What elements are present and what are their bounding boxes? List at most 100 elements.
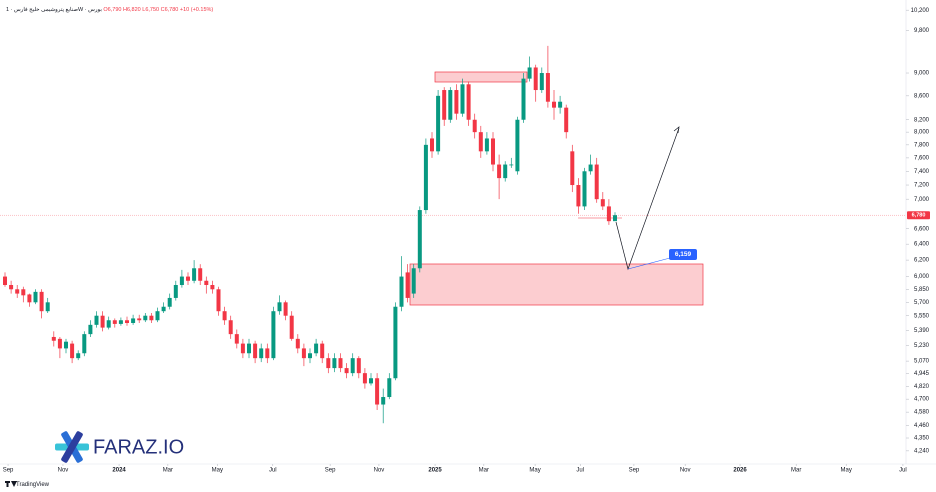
y-tick-label: 9,000 [914, 71, 930, 77]
candle-body [417, 210, 422, 269]
candle-body [186, 276, 191, 281]
x-tick-label: 2026 [733, 468, 747, 474]
x-tick-label: 2024 [112, 468, 126, 474]
candle-body [393, 306, 398, 379]
y-tick-label: 6,400 [914, 242, 930, 248]
candle-body [405, 272, 410, 298]
candle-body [259, 348, 264, 359]
supply-zone [434, 71, 528, 83]
candle-body [57, 338, 62, 349]
x-tick-label: Jul [576, 468, 584, 474]
x-tick-label: May [212, 468, 223, 474]
candle-body [234, 334, 239, 344]
candle-body [448, 90, 453, 120]
footer: TradingView [5, 481, 50, 488]
y-tick-label: 5,230 [914, 343, 930, 349]
candle-body [173, 285, 178, 298]
ohlc-open: O6,790 [103, 7, 121, 13]
candle-body [70, 343, 75, 359]
candle-body [9, 285, 14, 290]
y-tick-label: 4,700 [914, 397, 930, 403]
candle-body [375, 378, 380, 405]
target-label-box [669, 249, 697, 260]
candle-body [198, 268, 203, 281]
y-tick-label: 8,200 [914, 117, 930, 123]
ohlc-close: C6,780 [161, 7, 179, 13]
y-tick-label: 4,350 [914, 436, 930, 442]
x-tick-label: Nov [680, 468, 691, 474]
candle-body [64, 341, 69, 349]
candle-body [399, 276, 404, 307]
candle-body [326, 358, 331, 369]
candle-body [539, 73, 544, 91]
candle-body [295, 338, 300, 349]
candle-body [308, 353, 313, 359]
candle-body [497, 164, 502, 179]
candle-body [15, 289, 20, 294]
demand-zone [409, 263, 704, 306]
candle-body [442, 90, 447, 120]
candle-body [564, 107, 569, 133]
candle-body [301, 348, 306, 359]
last-price-label: 6,780 [912, 213, 926, 219]
candle-body [478, 132, 483, 152]
candle-body [344, 368, 349, 374]
x-tick-label: Nov [58, 468, 69, 474]
candle-body [283, 302, 288, 316]
last-price-tag [907, 211, 930, 220]
candle-body [503, 164, 508, 179]
candle-body [527, 67, 532, 79]
y-tick-label: 5,850 [914, 287, 930, 293]
candle-body [179, 276, 184, 286]
candle-body [137, 318, 142, 321]
tv-logo [5, 481, 17, 487]
candle-body [155, 311, 160, 321]
candle-body [594, 164, 599, 200]
x-tick-label: Mar [791, 468, 801, 474]
axes: 10,200 9,800 9,000 8,600 8,200 8,000 7,800 7,60… [3, 8, 930, 474]
candle-body [289, 315, 294, 339]
y-tick-label: 4,580 [914, 410, 930, 416]
y-tick-label: 10,200 [911, 8, 930, 14]
candle-body [45, 302, 50, 312]
candle-body [247, 343, 252, 354]
y-tick-label: 7,200 [914, 183, 930, 189]
target-leader [627, 257, 671, 270]
y-tick-label: 4,820 [914, 384, 930, 390]
candle-body [521, 78, 526, 120]
candle-body [454, 90, 459, 114]
symbol: صنایع پتروشیمی خلیج فارس · 1W · بورس [6, 6, 102, 13]
candle-body [423, 144, 428, 211]
x-tick-label: Sep [3, 468, 14, 474]
y-tick-label: 6,200 [914, 258, 930, 264]
legend-header: صنایع پتروشیمی خلیج فارس · 1W · بورس O6,… [6, 6, 213, 13]
candle-body [125, 320, 130, 323]
y-tick-label: 7,400 [914, 169, 930, 175]
y-tick-label: 4,240 [914, 448, 930, 454]
y-tick-label: 4,460 [914, 423, 930, 429]
candle-body [356, 358, 361, 374]
candle-body [381, 397, 386, 405]
candle-body [588, 164, 593, 172]
ohlc-change: +10 (+0.15%) [180, 7, 213, 13]
y-tick-label: 5,390 [914, 328, 930, 334]
candle-body [161, 306, 166, 312]
y-tick-label: 7,000 [914, 197, 930, 203]
candle-body [94, 315, 99, 325]
candle-body [600, 199, 605, 207]
candle-body [606, 206, 611, 222]
candle-body [192, 268, 197, 281]
candle-body [515, 119, 520, 172]
candle-body [320, 343, 325, 359]
x-tick-label: Sep [325, 468, 336, 474]
y-tick-label: 6,000 [914, 274, 930, 280]
x-tick-label: Jul [899, 468, 907, 474]
candle-body [332, 358, 337, 369]
candle-body [76, 353, 81, 359]
candle-body [33, 291, 38, 303]
y-tick-label: 4,945 [914, 371, 930, 377]
candle-body [21, 289, 26, 296]
x-tick-label: 2025 [428, 468, 442, 474]
candle-body [265, 348, 270, 359]
